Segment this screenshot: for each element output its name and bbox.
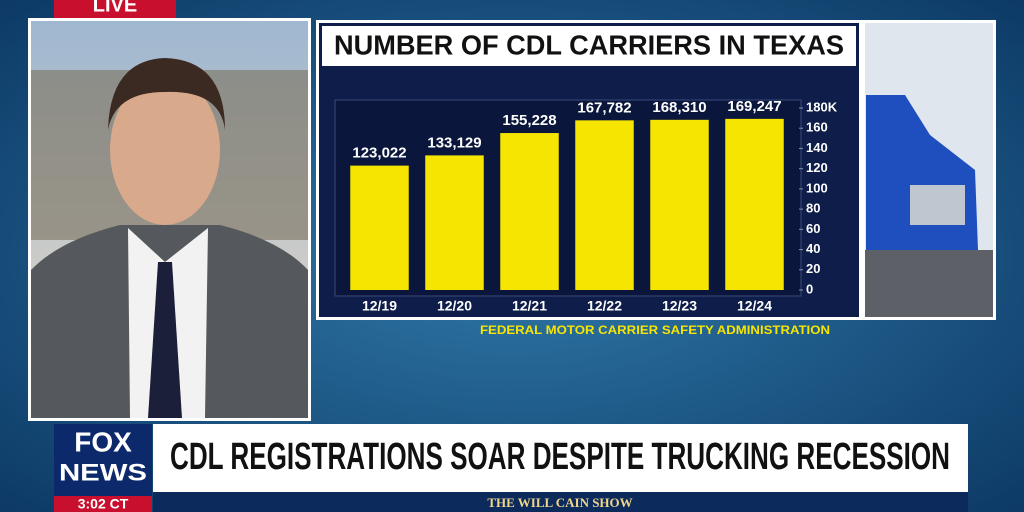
y-tick-label: 160	[806, 120, 828, 135]
x-tick-label: 12/22	[587, 298, 622, 314]
time-box	[54, 496, 152, 512]
live-text: LIVE	[93, 0, 137, 16]
chart-source: FEDERAL MOTOR CARRIER SAFETY ADMINISTRAT…	[480, 323, 830, 337]
value-label: 169,247	[727, 98, 781, 115]
chart-title-bar	[322, 26, 856, 66]
value-label: 168,310	[652, 99, 706, 116]
x-tick-label: 12/20	[437, 298, 472, 314]
y-tick-label: 120	[806, 160, 828, 175]
time: 3:02 CT	[78, 496, 129, 512]
bar	[725, 118, 784, 291]
show-bar	[153, 492, 968, 512]
y-tick-label: 180K	[806, 99, 838, 114]
bar	[425, 155, 484, 290]
logo-bottom: NEWS	[59, 459, 147, 486]
bar	[575, 120, 634, 290]
show-name: THE WILL CAIN SHOW	[487, 495, 632, 510]
value-label: 123,022	[352, 145, 406, 162]
x-tick-label: 12/21	[512, 298, 547, 314]
bar	[500, 133, 559, 290]
tie	[148, 262, 182, 418]
road	[865, 250, 993, 317]
y-tick-label: 0	[806, 281, 813, 296]
plot-area	[334, 99, 802, 297]
y-tick-label: 80	[806, 201, 820, 216]
logo-top: FOX	[74, 426, 132, 457]
y-tick-label: 20	[806, 261, 820, 276]
value-label: 155,228	[502, 112, 556, 129]
live-badge	[54, 0, 176, 18]
x-tick-label: 12/24	[737, 298, 772, 314]
x-tick-label: 12/23	[662, 298, 697, 314]
y-tick-label: 60	[806, 221, 820, 236]
face	[110, 75, 220, 225]
value-label: 133,129	[427, 134, 481, 151]
value-label: 167,782	[577, 99, 631, 116]
headline: CDL REGISTRATIONS SOAR DESPITE TRUCKING …	[170, 436, 950, 478]
y-tick-label: 100	[806, 180, 828, 195]
truck-grille	[910, 185, 965, 225]
hair	[108, 58, 225, 130]
y-tick-label: 140	[806, 140, 828, 155]
x-tick-label: 12/19	[362, 298, 397, 314]
bar	[350, 165, 409, 290]
y-tick-label: 40	[806, 241, 820, 256]
headline-bar	[153, 424, 968, 492]
bar	[650, 119, 709, 290]
chart-title: NUMBER OF CDL CARRIERS IN TEXAS	[334, 29, 844, 60]
